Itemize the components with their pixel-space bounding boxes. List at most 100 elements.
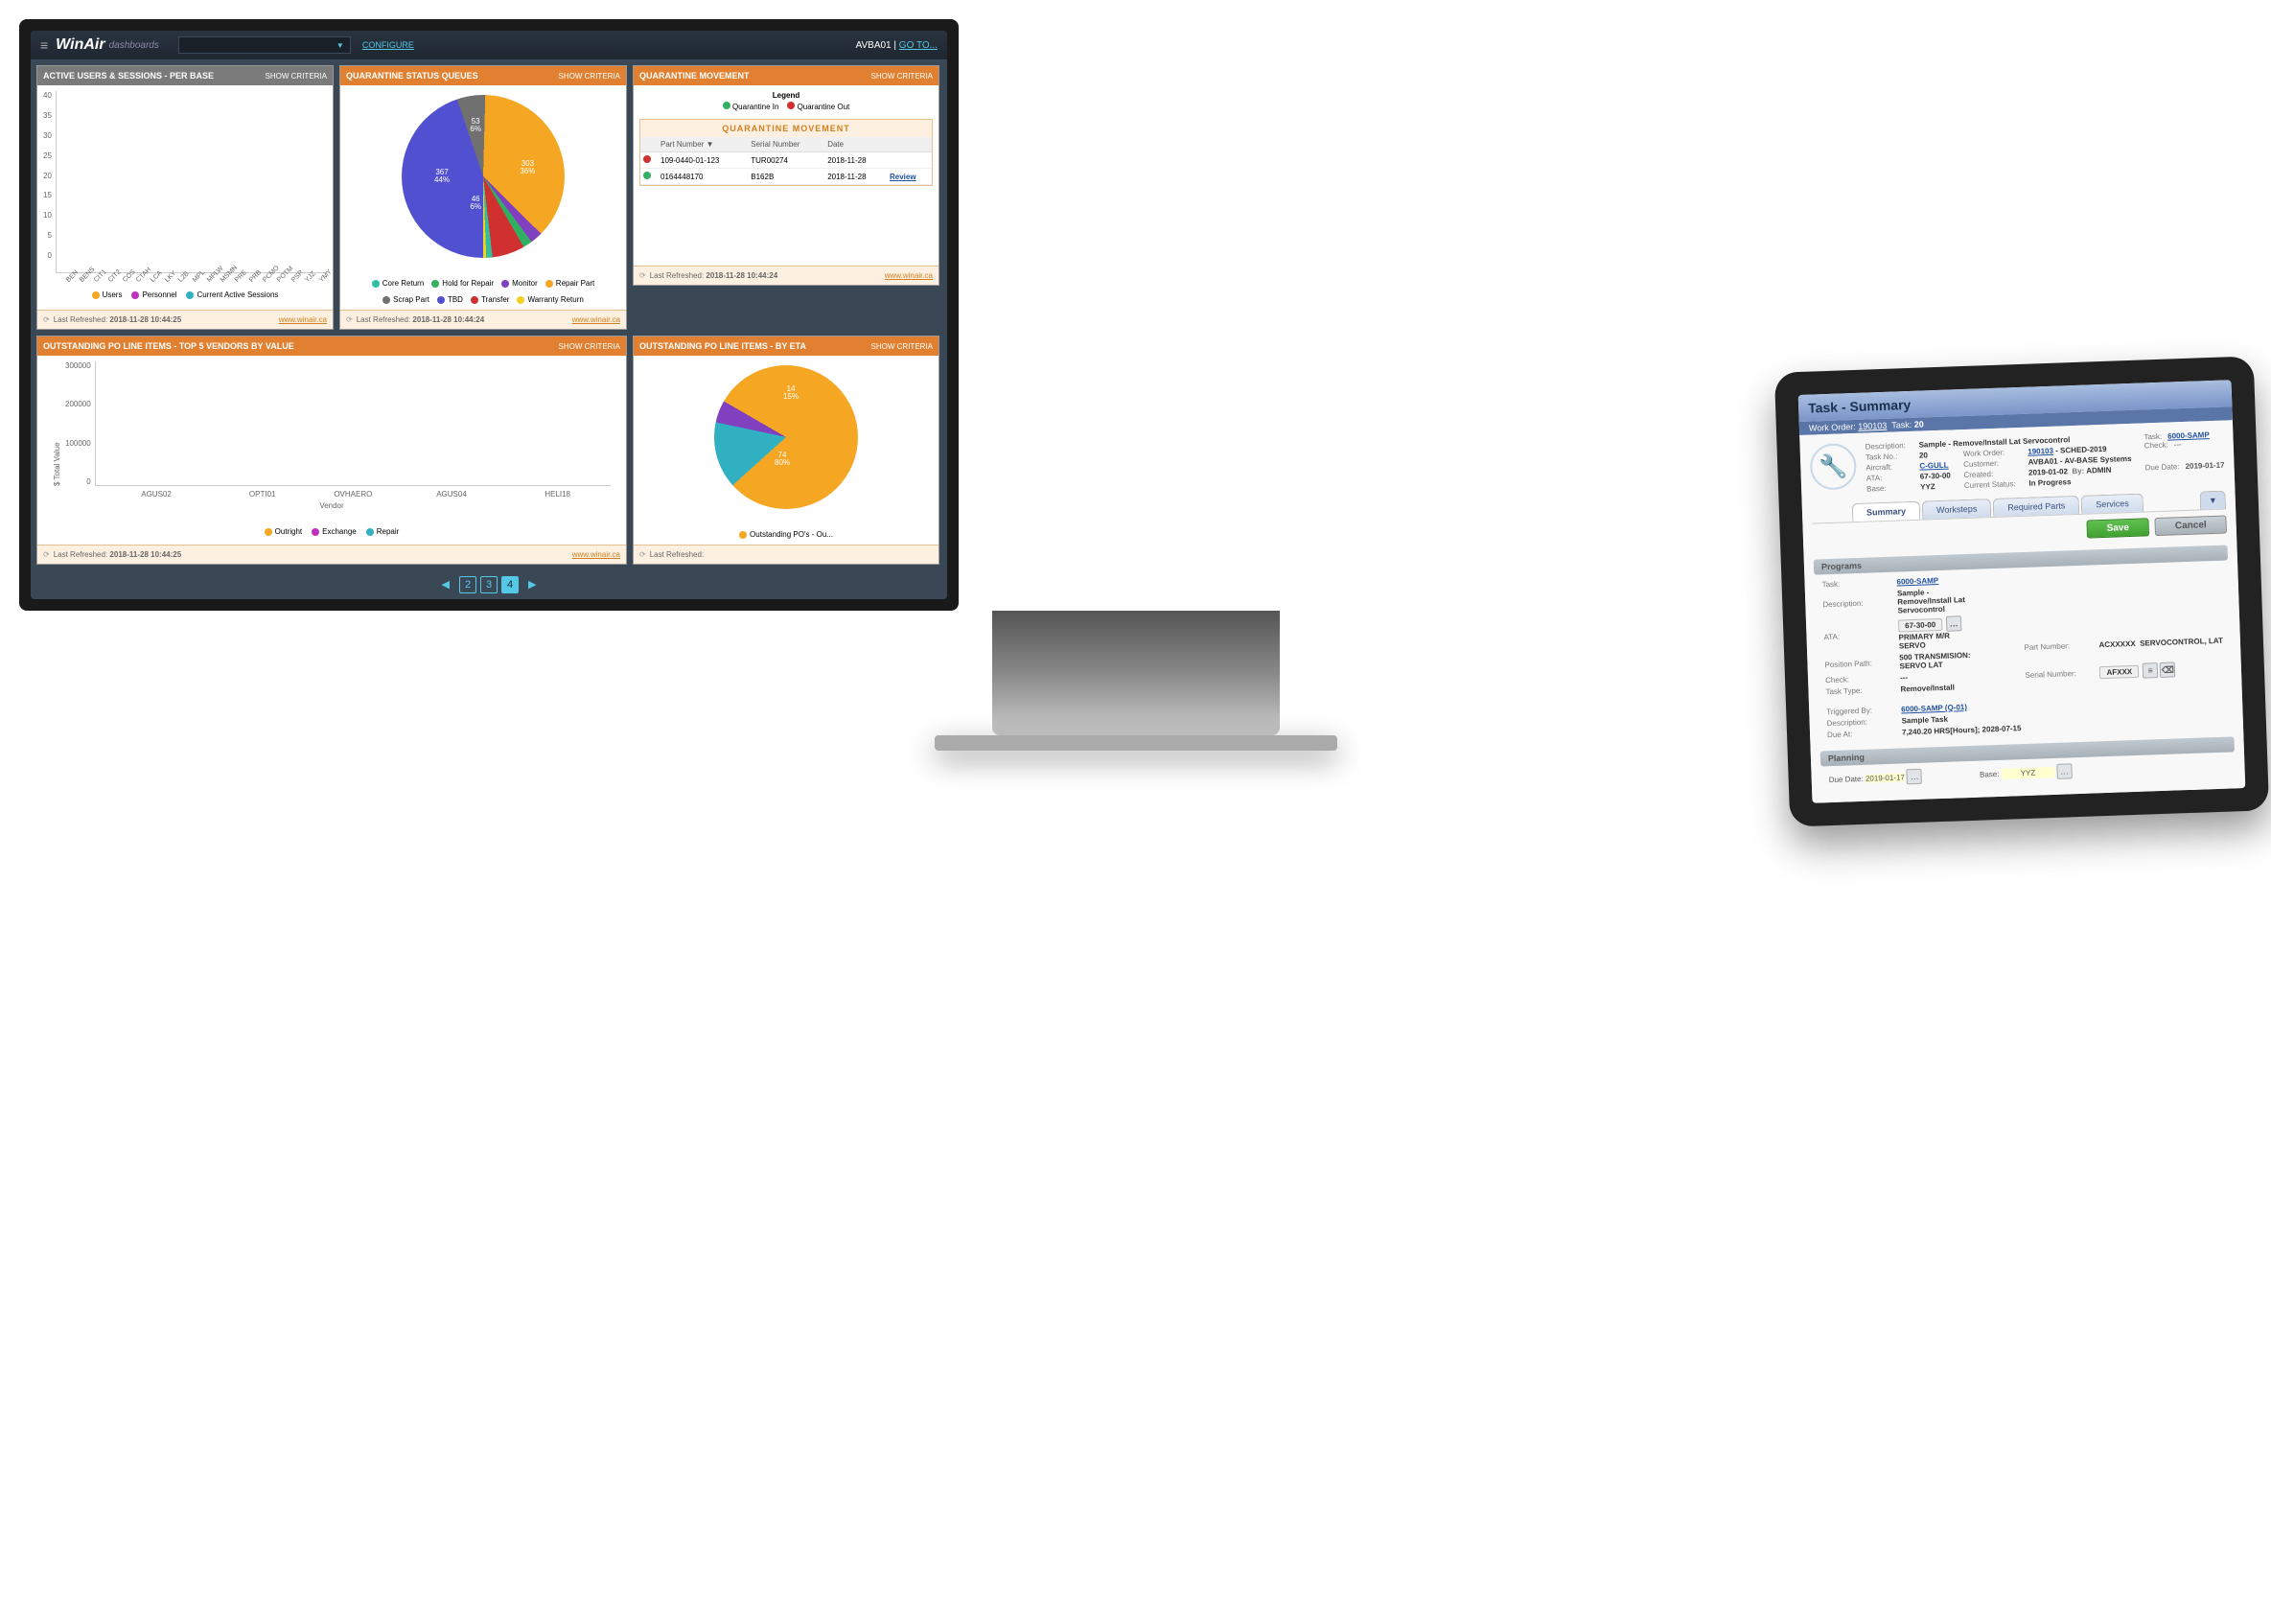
goto-link[interactable]: GO TO... xyxy=(899,40,938,51)
meta-value: In Progress xyxy=(2028,476,2136,488)
wo-link[interactable]: 190103 xyxy=(1858,421,1887,431)
meta-label: Work Order: xyxy=(1963,448,2019,458)
refresh-icon[interactable]: ⟳ xyxy=(346,315,353,324)
panel-vendors: OUTSTANDING PO LINE ITEMS - TOP 5 VENDOR… xyxy=(36,336,627,565)
panel-po-eta: OUTSTANDING PO LINE ITEMS - BY ETA SHOW … xyxy=(633,336,939,565)
tab-services[interactable]: Services xyxy=(2081,494,2144,514)
base-input[interactable]: YYZ xyxy=(2002,767,2055,779)
clear-button[interactable]: ⌫ xyxy=(2160,662,2176,679)
tab-more[interactable]: ▼ xyxy=(2200,491,2227,510)
table-row[interactable]: 109-0440-01-123TUR002742018-11-28 xyxy=(640,152,932,169)
field-value: Remove/Install xyxy=(1900,683,1972,694)
panel-body: 36744%466%30336%536% Core ReturnHold for… xyxy=(340,85,626,310)
refresh-icon[interactable]: ⟳ xyxy=(639,271,646,280)
tab-summary[interactable]: Summary xyxy=(1852,501,1921,522)
swatch-icon xyxy=(739,531,747,539)
meta-value: YYZ xyxy=(1920,481,1955,491)
aircraft-link[interactable]: C-GULL xyxy=(1919,461,1949,471)
meta-label: Current Status: xyxy=(1964,479,2020,490)
panel-body: $ Total Value3000002000001000000AGUS02OP… xyxy=(37,356,626,545)
meta-label: Description: xyxy=(1865,441,1909,452)
ellipsis-button[interactable]: … xyxy=(1946,615,1962,632)
panel-active-users: ACTIVE USERS & SESSIONS - PER BASE SHOW … xyxy=(36,65,334,330)
field-label: Position Path: xyxy=(1824,658,1891,668)
last-refreshed-label: Last Refreshed: xyxy=(54,550,107,559)
field-value: AFXXX≡ ⌫ xyxy=(2099,661,2224,681)
dashboard-selector[interactable]: ▼ xyxy=(178,36,351,54)
dot-in-icon xyxy=(723,102,730,109)
pager-prev[interactable]: ◀ xyxy=(442,579,450,591)
panel-footer: ⟳ Last Refreshed: 2018-11-28 10:44:25 ww… xyxy=(37,310,333,329)
field-label: ATA: xyxy=(1823,630,1890,640)
refresh-icon[interactable]: ⟳ xyxy=(639,550,646,559)
meta-value: 67-30-00 xyxy=(1920,471,1955,480)
footer-link[interactable]: www.winair.ca xyxy=(885,271,933,280)
legend-in: Quarantine In xyxy=(732,103,778,111)
footer-link[interactable]: www.winair.ca xyxy=(572,550,620,559)
wo-label: Work Order: xyxy=(1809,422,1856,433)
prog-task-link[interactable]: 6000-SAMP xyxy=(1896,576,1938,587)
brand: WinAir xyxy=(56,36,104,54)
field-value: 500 TRANSMISION: SERVO LAT xyxy=(1899,651,1971,671)
movement-legend: Legend Quarantine In Quarantine Out xyxy=(636,87,937,115)
trig-link[interactable]: 6000-SAMP (Q-01) xyxy=(1901,703,1967,713)
show-criteria-link[interactable]: SHOW CRITERIA xyxy=(871,72,933,81)
panel-body: Legend Quarantine In Quarantine Out QUAR… xyxy=(634,85,939,266)
ellipsis-button[interactable]: … xyxy=(1907,769,1923,785)
meta-label: Customer: xyxy=(1963,458,2019,469)
show-criteria-link[interactable]: SHOW CRITERIA xyxy=(266,72,327,81)
tab-required-parts[interactable]: Required Parts xyxy=(1993,496,2080,517)
footer-link[interactable]: www.winair.ca xyxy=(279,315,327,324)
pager-page[interactable]: 4 xyxy=(501,576,519,593)
field-label: Base: xyxy=(1980,770,2000,779)
save-button[interactable]: Save xyxy=(2086,518,2149,538)
panel-footer: ⟳ Last Refreshed: 2018-11-28 10:44:24 ww… xyxy=(634,266,939,285)
tab-worksteps[interactable]: Worksteps xyxy=(1922,499,1992,520)
field-label: Serial Number: xyxy=(2025,668,2092,679)
legend-item: Outstanding PO's - Ou... xyxy=(739,530,833,539)
ellipsis-button[interactable]: … xyxy=(2056,763,2073,779)
due-date-input[interactable]: 2019-01-17 xyxy=(1865,773,1905,782)
field-label: Due Date: xyxy=(1829,775,1864,784)
configure-link[interactable]: CONFIGURE xyxy=(362,40,414,50)
footer-link[interactable]: www.winair.ca xyxy=(572,315,620,324)
legend-out: Quarantine Out xyxy=(798,103,850,111)
wrench-icon: 🔧 xyxy=(1810,443,1858,491)
last-refreshed-label: Last Refreshed: xyxy=(357,315,410,324)
wo-link[interactable]: 190103 xyxy=(2028,447,2053,456)
meta-label: Task No.: xyxy=(1865,452,1910,462)
pager-page[interactable]: 3 xyxy=(480,576,498,593)
panel-footer: ⟳ Last Refreshed: xyxy=(634,545,939,564)
panel-footer: ⟳ Last Refreshed: 2018-11-28 10:44:24 ww… xyxy=(340,310,626,329)
show-criteria-link[interactable]: SHOW CRITERIA xyxy=(559,342,620,351)
movement-box: QUARANTINE MOVEMENT Part Number ▼Serial … xyxy=(639,119,933,186)
table-row[interactable]: 0164448170B162B2018-11-28Review xyxy=(640,169,932,185)
show-criteria-link[interactable]: SHOW CRITERIA xyxy=(559,72,620,81)
field-label: Part Number: xyxy=(2024,640,2091,651)
menu-icon[interactable]: ≡ xyxy=(40,37,48,53)
ellipsis-button[interactable]: ≡ xyxy=(2143,662,2159,679)
panel-title: QUARANTINE STATUS QUEUES xyxy=(346,71,478,81)
quarantine-pie-chart: 36744%466%30336%536% xyxy=(402,95,565,258)
monitor-screen: ≡ WinAir dashboards ▼ CONFIGURE AVBA01 |… xyxy=(31,31,947,599)
quarantine-legend: Core ReturnHold for RepairMonitorRepair … xyxy=(346,279,620,304)
task-link[interactable]: 6000-SAMP xyxy=(2167,430,2210,441)
field-label: Due At: xyxy=(1827,729,1894,739)
task-body: 🔧 Description:Sample - Remove/Install La… xyxy=(1799,420,2245,803)
panel-title: OUTSTANDING PO LINE ITEMS - TOP 5 VENDOR… xyxy=(43,341,294,351)
task-meta: 🔧 Description:Sample - Remove/Install La… xyxy=(1810,430,2226,496)
field-label: Triggered By: xyxy=(1826,706,1893,716)
show-criteria-link[interactable]: SHOW CRITERIA xyxy=(871,342,933,351)
panel-header: ACTIVE USERS & SESSIONS - PER BASE SHOW … xyxy=(37,66,333,85)
monitor-stand xyxy=(992,611,1280,735)
field-label: Check: xyxy=(1825,674,1892,684)
topbar: ≡ WinAir dashboards ▼ CONFIGURE AVBA01 |… xyxy=(31,31,947,59)
cancel-button[interactable]: Cancel xyxy=(2155,516,2227,537)
meta-value: --- xyxy=(2174,440,2182,449)
meta-grid-left: Description:Sample - Remove/Install Lat … xyxy=(1865,433,2136,494)
refresh-icon[interactable]: ⟳ xyxy=(43,550,50,559)
pager-next[interactable]: ▶ xyxy=(528,579,536,591)
pager-page[interactable]: 2 xyxy=(459,576,476,593)
user-code: AVBA01 xyxy=(856,40,892,51)
refresh-icon[interactable]: ⟳ xyxy=(43,315,50,324)
